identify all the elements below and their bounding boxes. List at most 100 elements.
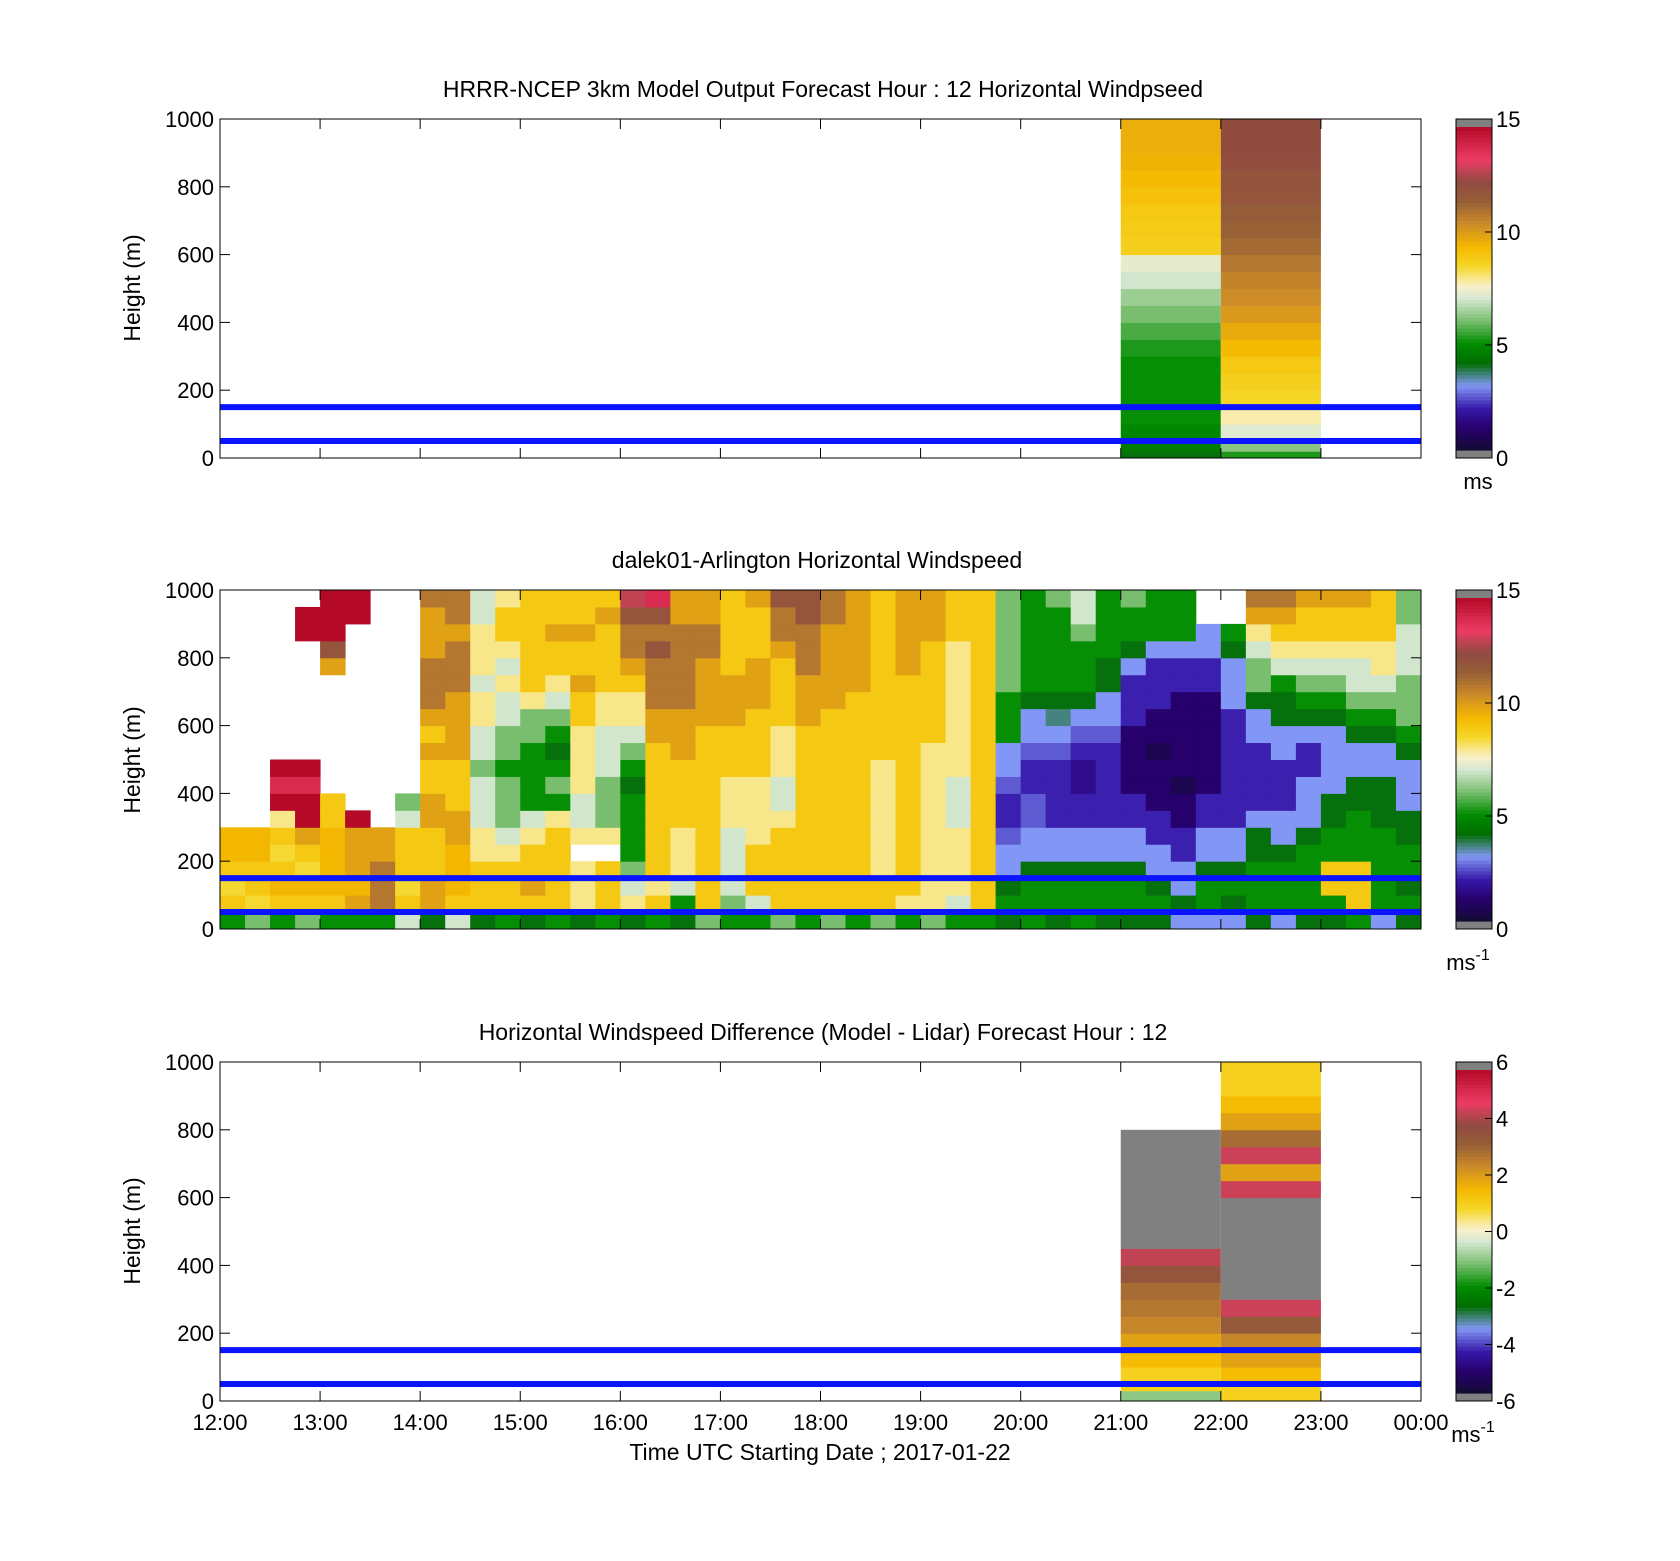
heatmap-cell [745, 827, 771, 845]
panel-difference-heatmap [1120, 1062, 1321, 1402]
heatmap-cell [620, 844, 646, 862]
heatmap-cell [945, 742, 972, 760]
heatmap-cell [1120, 152, 1221, 171]
colorbar-swatch [1456, 1245, 1492, 1251]
colorbar-swatch [1456, 1292, 1492, 1297]
heatmap-cell [1195, 793, 1222, 811]
heatmap-cell [1220, 152, 1321, 171]
panel-lidar-reference-lines [220, 875, 1421, 916]
heatmap-cell [1120, 451, 1221, 459]
heatmap-cell [470, 793, 496, 811]
heatmap-cell [420, 810, 446, 828]
heatmap-cell [1220, 169, 1321, 188]
y-tick-label: 800 [177, 646, 214, 671]
heatmap-cell [495, 640, 521, 659]
heatmap-cell [1145, 912, 1172, 930]
colorbar-swatch [1456, 249, 1492, 254]
heatmap-cell [295, 895, 321, 913]
heatmap-cell [1170, 590, 1197, 608]
heatmap-cell [570, 657, 596, 676]
heatmap-cell [895, 844, 922, 862]
colorbar-swatch [1456, 766, 1492, 771]
colorbar-swatch [1456, 1231, 1492, 1236]
heatmap-cell [1220, 1180, 1321, 1199]
heatmap-cell [495, 742, 521, 760]
heatmap-cell [1320, 844, 1347, 862]
heatmap-cell [1070, 657, 1097, 676]
heatmap-cell [1145, 691, 1172, 710]
heatmap-cell [545, 759, 571, 777]
heatmap-cell [345, 606, 371, 625]
heatmap-cell [1195, 691, 1222, 710]
heatmap-cell [1120, 827, 1147, 845]
heatmap-cell [870, 759, 897, 777]
heatmap-cell [1020, 759, 1047, 777]
heatmap-cell [445, 793, 471, 811]
colorbar-swatch [1456, 353, 1492, 358]
heatmap-cell [570, 895, 596, 913]
heatmap-cell [995, 912, 1022, 930]
heatmap-cell [545, 708, 571, 727]
colorbar-swatch [1456, 1285, 1492, 1290]
colorbar-swatch [1456, 798, 1492, 804]
heatmap-cell [1145, 725, 1172, 744]
x-tick-label: 19:00 [893, 1410, 948, 1435]
heatmap-cell [1245, 895, 1272, 913]
colorbar-swatch [1456, 1138, 1492, 1143]
colorbar-swatch [1456, 1249, 1492, 1254]
heatmap-cell [545, 725, 571, 744]
heatmap-cell [645, 759, 671, 777]
heatmap-cell [845, 827, 872, 845]
heatmap-cell [970, 844, 997, 862]
heatmap-cell [1170, 861, 1197, 879]
heatmap-cell [1170, 827, 1197, 845]
colorbar-swatch [1456, 895, 1492, 901]
heatmap-cell [920, 912, 947, 930]
colorbar-swatch [1456, 623, 1492, 628]
heatmap-cell [445, 895, 471, 913]
colorbar-swatch [1456, 834, 1492, 840]
colorbar-tick-label: 2 [1496, 1163, 1508, 1188]
heatmap-cell [945, 590, 972, 608]
colorbar-swatch [1456, 170, 1492, 175]
heatmap-cell [345, 912, 371, 930]
heatmap-cell [445, 590, 471, 608]
heatmap-cell [1220, 759, 1247, 777]
heatmap-cell [970, 810, 997, 828]
colorbar-swatch [1456, 428, 1492, 433]
panel-model-title: HRRR-NCEP 3km Model Output Forecast Hour… [443, 76, 1203, 102]
heatmap-cell [1195, 708, 1222, 727]
heatmap-cell [420, 861, 446, 879]
heatmap-cell [420, 844, 446, 862]
heatmap-cell [1120, 590, 1147, 608]
heatmap-cell [620, 691, 646, 710]
heatmap-cell [745, 657, 771, 676]
heatmap-cell [870, 827, 897, 845]
colorbar-swatch [1456, 245, 1492, 250]
heatmap-cell [1220, 1214, 1321, 1232]
heatmap-cell [845, 912, 872, 930]
colorbar-swatch [1456, 1220, 1492, 1225]
heatmap-cell [620, 861, 646, 879]
heatmap-cell [1170, 895, 1197, 913]
heatmap-cell [1245, 793, 1272, 811]
colorbar-swatch [1456, 777, 1492, 782]
heatmap-cell [1120, 390, 1221, 408]
colorbar-swatch [1456, 414, 1492, 419]
heatmap-cell [670, 776, 696, 794]
heatmap-cell [1070, 861, 1097, 879]
heatmap-cell [720, 861, 746, 879]
heatmap-cell [1270, 742, 1297, 760]
colorbar-swatch [1456, 1310, 1492, 1315]
heatmap-cell [1045, 623, 1072, 642]
heatmap-cell [695, 606, 721, 625]
heatmap-cell [595, 657, 621, 676]
panel-lidar-ylabel: Height (m) [119, 706, 145, 813]
heatmap-cell [1195, 827, 1222, 845]
heatmap-cell [945, 691, 972, 710]
heatmap-cell [1120, 776, 1147, 794]
colorbar-swatch [1456, 1238, 1492, 1243]
heatmap-cell [520, 878, 546, 896]
heatmap-cell [520, 759, 546, 777]
colorbar-under-cap [1456, 921, 1492, 929]
